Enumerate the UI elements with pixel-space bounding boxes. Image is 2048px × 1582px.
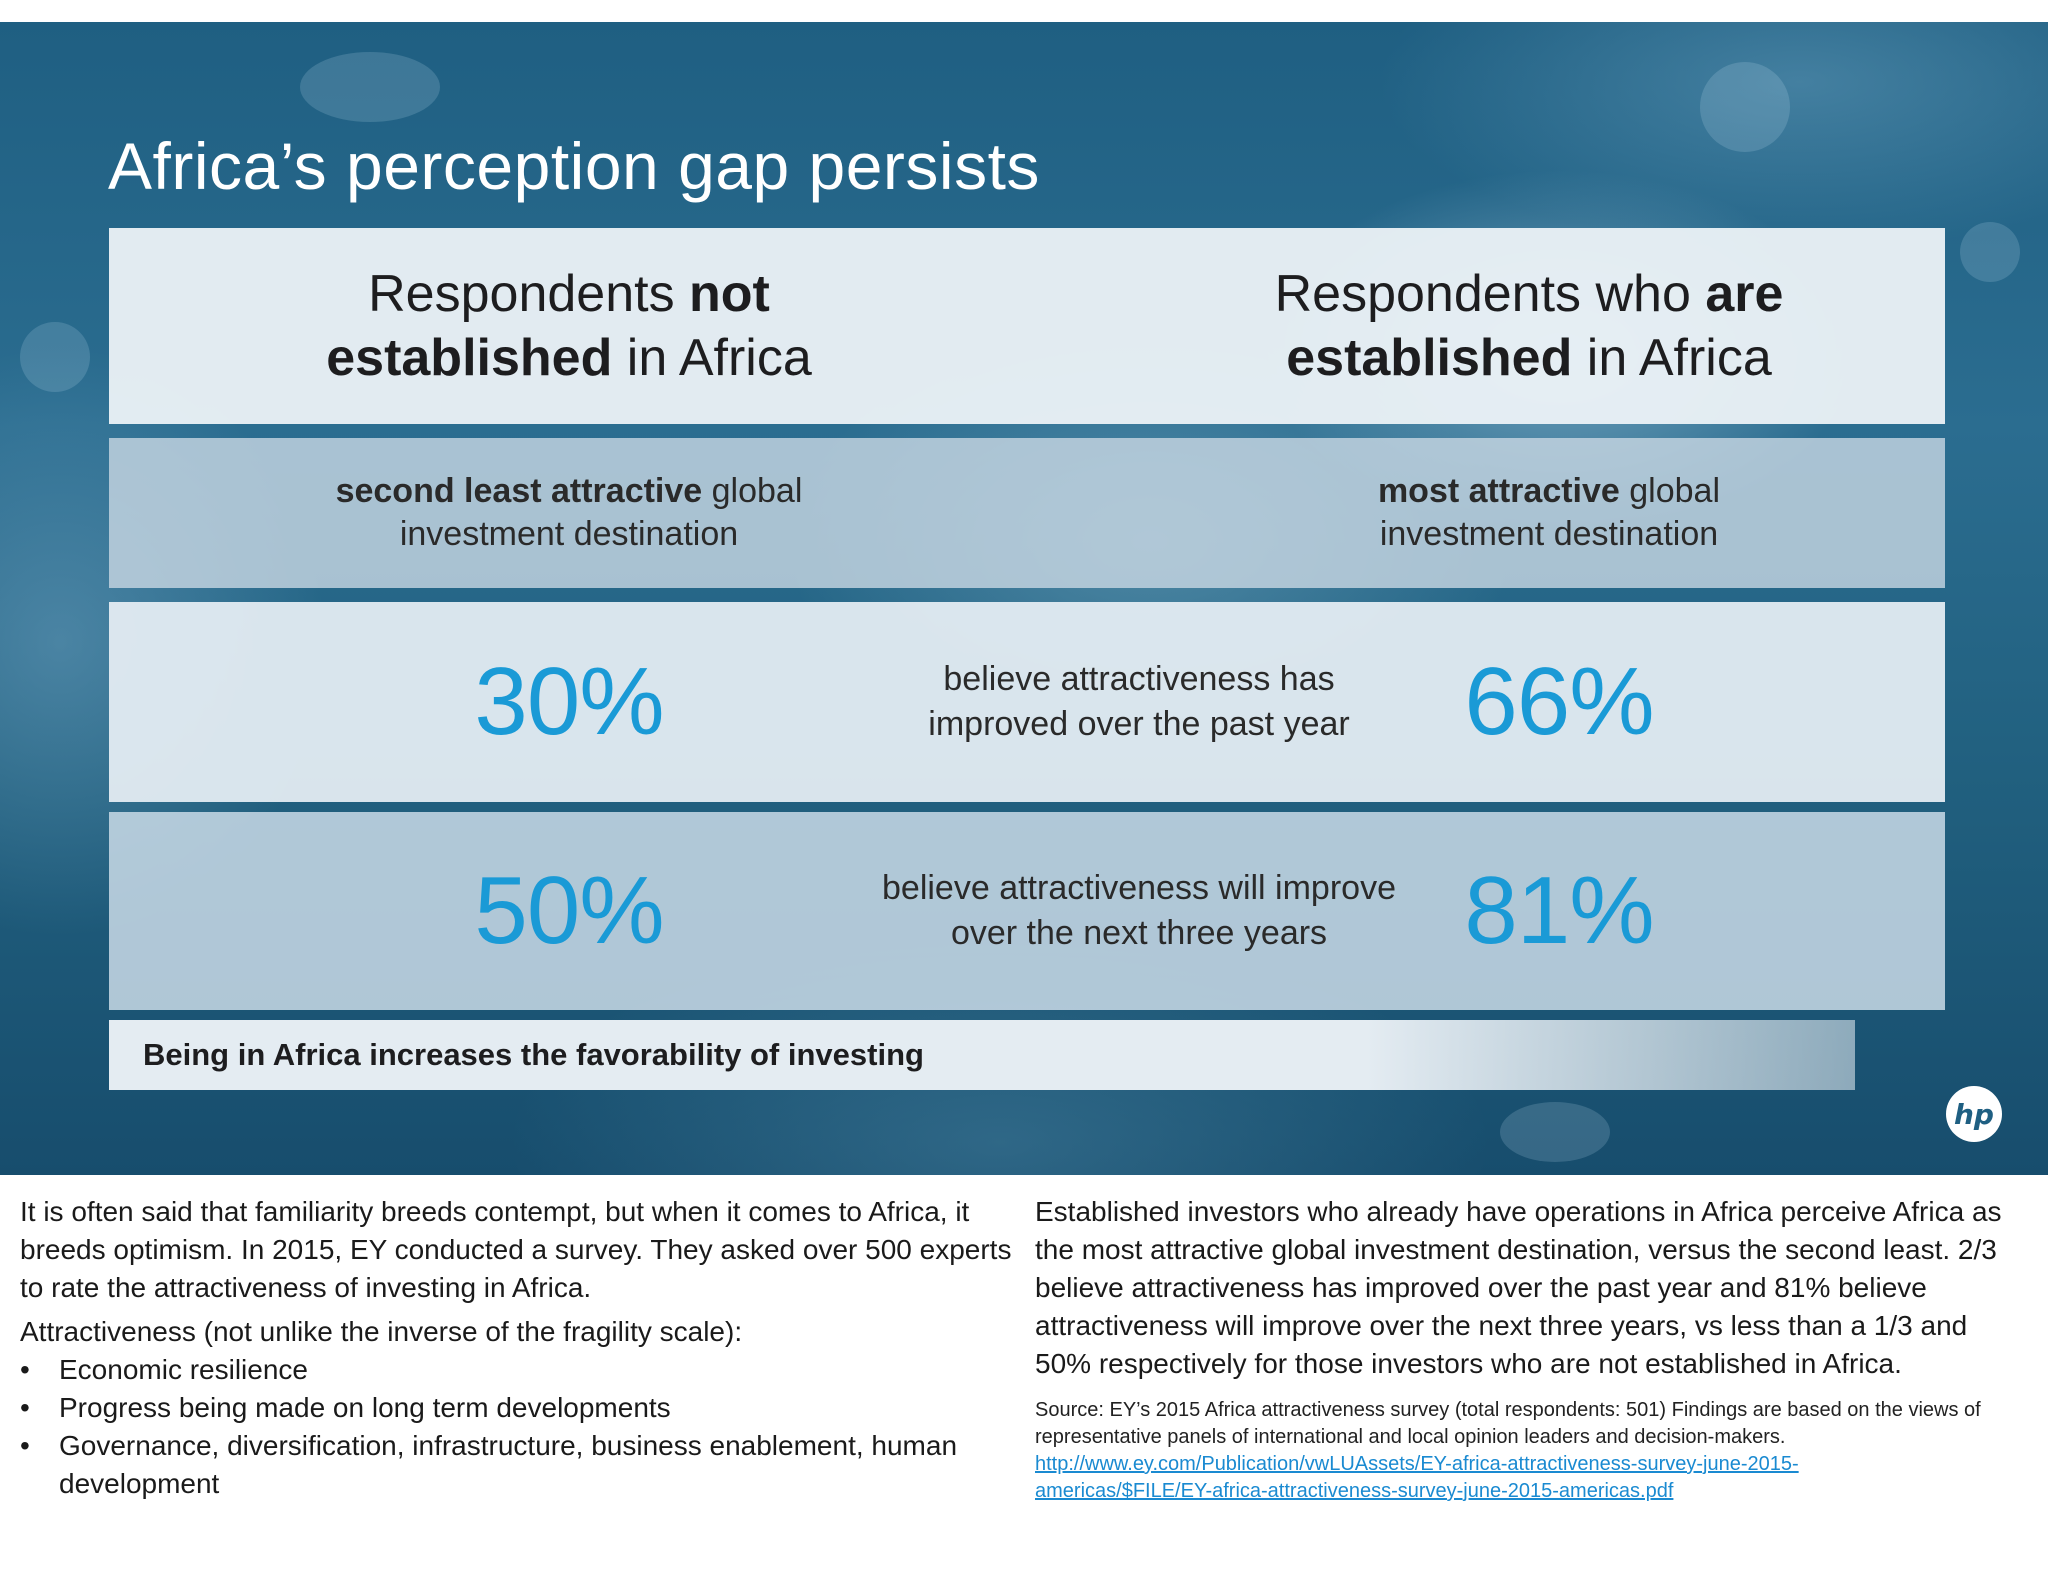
rank-emphasis: second least attractive xyxy=(335,472,703,510)
header-emphasis: established xyxy=(326,329,613,387)
rank-established: most attractive global investment destin… xyxy=(1209,438,1889,588)
bokeh-light xyxy=(1500,1102,1610,1162)
list-item: • Governance, diversification, infrastruc… xyxy=(20,1427,1020,1503)
header-right-line2: established in Africa xyxy=(1286,326,1772,390)
header-text: in Africa xyxy=(1572,329,1772,387)
stat-label-line2: improved over the past year xyxy=(928,705,1350,743)
list-item-text: Economic resilience xyxy=(59,1354,308,1385)
header-text: in Africa xyxy=(612,329,812,387)
list-item: • Progress being made on long term develo… xyxy=(20,1389,1020,1427)
rank-text: global xyxy=(1619,472,1721,510)
notes-left-column: It is often said that familiarity breeds… xyxy=(20,1193,1020,1503)
stat-value-established: 66% xyxy=(1464,648,1654,755)
footer-band: Being in Africa increases the favorabili… xyxy=(109,1020,1855,1090)
rank-not-established: second least attractive global investmen… xyxy=(219,438,919,588)
stat-label-line1: believe attractiveness has xyxy=(943,660,1335,698)
bullet-icon: • xyxy=(20,1430,30,1461)
hp-logo-text: hp xyxy=(1954,1098,1994,1131)
rank-left-line2: investment destination xyxy=(399,515,739,553)
list-item-text: Progress being made on long term develop… xyxy=(59,1392,671,1423)
stat-label: believe attractiveness has improved over… xyxy=(749,602,1529,802)
notes-intro-paragraph: It is often said that familiarity breeds… xyxy=(20,1196,1012,1303)
rank-emphasis: most attractive xyxy=(1377,472,1620,510)
header-not-established: Respondents not established in Africa xyxy=(179,228,959,424)
bullet-icon: • xyxy=(20,1354,30,1385)
stat-band-next-three-years: 50% believe attractiveness will improve … xyxy=(109,812,1945,1010)
stat-value-not-established: 50% xyxy=(474,857,664,964)
source-link-line1[interactable]: http://www.ey.com/Publication/vwLUAssets… xyxy=(1035,1453,1799,1475)
list-item: • Economic resilience xyxy=(20,1351,1020,1389)
rank-left-line1: second least attractive global xyxy=(336,470,803,513)
notes-bullet-list: • Economic resilience • Progress being mad… xyxy=(20,1351,1020,1503)
header-text: Respondents xyxy=(368,265,690,323)
header-right-line1: Respondents who are xyxy=(1275,262,1784,326)
stat-label: believe attractiveness will improve over… xyxy=(749,812,1529,1010)
header-left-line1: Respondents not xyxy=(368,262,770,326)
list-item-text: Governance, diversification, infrastruct… xyxy=(59,1430,958,1499)
header-emphasis: established xyxy=(1286,329,1573,387)
bokeh-light xyxy=(300,52,440,122)
source-link[interactable]: http://www.ey.com/Publication/vwLUAssets… xyxy=(1035,1451,2030,1505)
rank-text: global xyxy=(702,472,803,510)
bokeh-light xyxy=(1960,222,2020,282)
header-established: Respondents who are established in Afric… xyxy=(1169,228,1889,424)
bullet-icon: • xyxy=(20,1392,30,1423)
slide-image: Africa’s perception gap persists Respond… xyxy=(0,22,2048,1175)
footer-statement: Being in Africa increases the favorabili… xyxy=(143,1037,924,1072)
hp-logo-icon: hp xyxy=(1946,1086,2002,1142)
bokeh-light xyxy=(1700,62,1790,152)
stat-band-past-year: 30% believe attractiveness has improved … xyxy=(109,602,1945,802)
stat-value-not-established: 30% xyxy=(474,648,664,755)
header-emphasis: not xyxy=(689,265,770,323)
stat-label-line1: believe attractiveness will improve xyxy=(882,869,1396,907)
source-text: Source: EY’s 2015 Africa attractiveness … xyxy=(1035,1399,1981,1448)
source-link-line2[interactable]: americas/$FILE/EY-africa-attractiveness-… xyxy=(1035,1480,1674,1502)
source-citation: Source: EY’s 2015 Africa attractiveness … xyxy=(1035,1397,2030,1505)
rank-right-line1: most attractive global xyxy=(1378,470,1720,513)
bokeh-light xyxy=(20,322,90,392)
header-left-line2: established in Africa xyxy=(326,326,812,390)
notes-findings-paragraph: Established investors who already have o… xyxy=(1035,1196,2002,1379)
rank-band: second least attractive global investmen… xyxy=(109,438,1945,588)
header-band: Respondents not established in Africa Re… xyxy=(109,228,1945,424)
stat-value-established: 81% xyxy=(1464,857,1654,964)
notes-attractiveness-heading: Attractiveness (not unlike the inverse o… xyxy=(20,1316,743,1347)
rank-right-line2: investment destination xyxy=(1379,515,1719,553)
slide-title: Africa’s perception gap persists xyxy=(108,129,1040,203)
header-emphasis: are xyxy=(1705,265,1784,323)
notes-right-column: Established investors who already have o… xyxy=(1035,1193,2030,1505)
header-text: Respondents who xyxy=(1274,265,1706,323)
stat-label-line2: over the next three years xyxy=(950,914,1328,952)
